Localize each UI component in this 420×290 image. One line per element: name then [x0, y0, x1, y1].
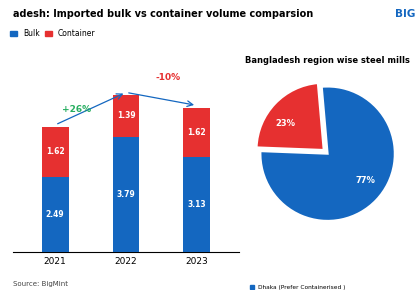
Text: Source: BigMint: Source: BigMint — [13, 281, 68, 287]
Text: 77%: 77% — [356, 176, 376, 185]
Wedge shape — [260, 86, 395, 221]
Text: 3.79: 3.79 — [117, 190, 135, 199]
Text: 1.39: 1.39 — [117, 111, 135, 120]
Bar — [113, 137, 139, 252]
Bar — [184, 157, 210, 252]
Wedge shape — [257, 83, 324, 150]
Text: -10%: -10% — [156, 73, 181, 82]
Text: BIG: BIG — [395, 9, 416, 19]
Legend: Bulk, Container: Bulk, Container — [7, 26, 98, 41]
Bar — [184, 108, 210, 157]
Text: 1.62: 1.62 — [46, 148, 64, 157]
Text: 23%: 23% — [276, 119, 296, 128]
Legend: Dhaka (Prefer Containerised ), Chattogram (Preference for both bulk and conta...: Dhaka (Prefer Containerised ), Chattogra… — [247, 282, 408, 290]
Text: adesh: Imported bulk vs container volume comparsion: adesh: Imported bulk vs container volume… — [13, 9, 313, 19]
Text: 2.49: 2.49 — [46, 210, 64, 219]
Bar — [42, 177, 68, 252]
Text: 1.62: 1.62 — [188, 128, 206, 137]
Bar — [113, 95, 139, 137]
Bar — [42, 127, 68, 177]
Title: Bangladesh region wise steel mills: Bangladesh region wise steel mills — [245, 56, 410, 65]
Text: +26%: +26% — [62, 105, 91, 114]
Text: 3.13: 3.13 — [188, 200, 206, 209]
